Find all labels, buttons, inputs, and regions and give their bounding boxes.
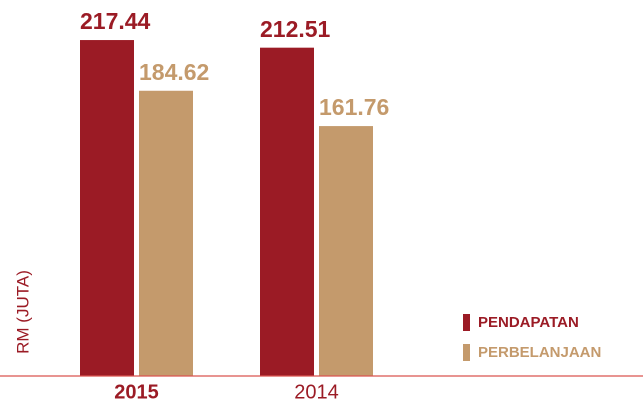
legend-swatch [463, 344, 470, 361]
legend-swatch [463, 314, 470, 331]
bar [80, 40, 134, 376]
legend-label: PERBELANJAAN [478, 344, 601, 361]
data-label: 217.44 [80, 8, 151, 34]
bar [260, 47, 314, 376]
y-axis-label: RM (JUTA) [13, 270, 32, 354]
data-label: 212.51 [260, 16, 331, 42]
legend-label: PENDAPATAN [478, 314, 579, 331]
x-tick-label: 2015 [114, 381, 159, 403]
data-label: 161.76 [319, 94, 389, 120]
data-label: 184.62 [139, 59, 209, 85]
bar [319, 126, 373, 376]
bar [139, 90, 193, 377]
x-tick-label: 2014 [294, 381, 339, 403]
